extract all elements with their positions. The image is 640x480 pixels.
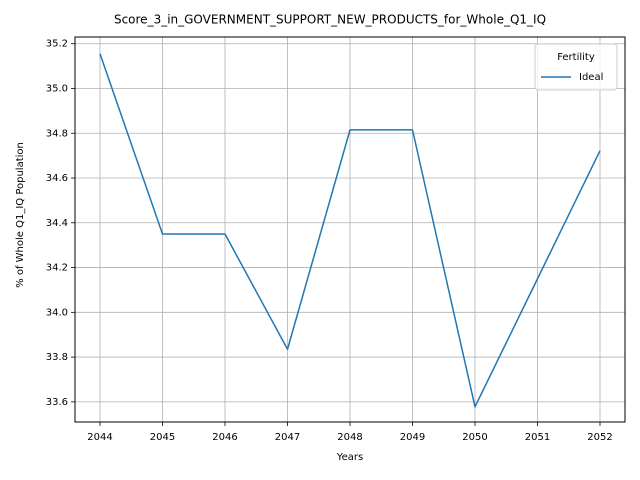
grid xyxy=(75,37,625,422)
x-tick-label: 2048 xyxy=(337,432,362,443)
y-tick-label: 33.6 xyxy=(46,397,68,408)
x-tick-label: 2047 xyxy=(275,432,300,443)
x-tick-label: 2044 xyxy=(87,432,112,443)
y-tick-label: 33.8 xyxy=(46,352,68,363)
x-tick-label: 2046 xyxy=(212,432,237,443)
legend-box xyxy=(534,43,618,91)
y-tick-label: 34.8 xyxy=(46,128,68,139)
y-axis-label: % of Whole Q1_IQ Population xyxy=(15,142,26,288)
y-tick-label: 34.6 xyxy=(46,173,68,184)
legend: Fertility Ideal xyxy=(534,43,618,91)
y-tick-label: 34.4 xyxy=(46,218,68,229)
y-tick-label: 34.2 xyxy=(46,263,68,274)
y-tick-label: 34.0 xyxy=(46,307,68,318)
x-tick-label: 2052 xyxy=(587,432,612,443)
ticks: 2044 2045 2046 2047 2048 2049 2050 2051 2052 33.6… xyxy=(46,39,613,443)
series-layer xyxy=(99,53,601,408)
legend-entry-ideal: Ideal xyxy=(579,72,603,83)
x-tick-label: 2045 xyxy=(150,432,175,443)
y-tick-label: 35.0 xyxy=(46,83,68,94)
series-line-ideal xyxy=(99,53,601,408)
chart-title: Score_3_in_GOVERNMENT_SUPPORT_NEW_PRODUC… xyxy=(114,13,546,27)
x-tick-label: 2049 xyxy=(400,432,425,443)
y-tick-label: 35.2 xyxy=(46,39,68,50)
x-tick-label: 2050 xyxy=(462,432,487,443)
x-axis-label: Years xyxy=(336,452,363,463)
legend-title: Fertility xyxy=(557,52,595,63)
x-tick-label: 2051 xyxy=(525,432,550,443)
